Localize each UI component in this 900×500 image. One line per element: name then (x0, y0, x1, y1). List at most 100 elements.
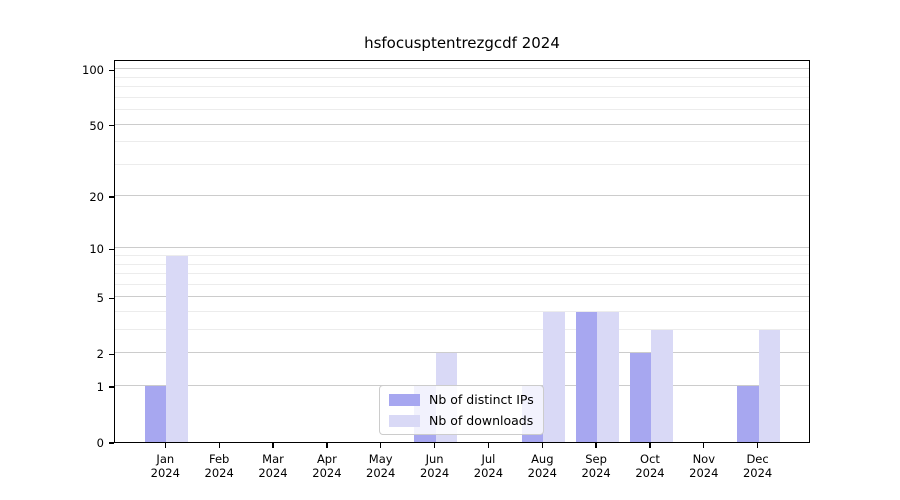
gridline-major (115, 123, 809, 125)
x-axis-tick-mark (595, 443, 597, 448)
gridline-minor (115, 96, 809, 98)
x-axis-tick-mark (703, 443, 705, 448)
bar-distinct-ips (144, 386, 167, 442)
y-axis-tick-label: 10 (89, 242, 104, 257)
x-axis-tick-label: Nov 2024 (664, 452, 744, 480)
y-axis-tick-mark (109, 353, 114, 355)
plot-area: Nb of distinct IPs Nb of downloads (114, 60, 810, 443)
x-axis-tick-mark (649, 443, 651, 448)
month-label: Dec (746, 452, 769, 466)
bar-downloads (543, 312, 565, 442)
legend-item: Nb of distinct IPs (389, 392, 534, 407)
x-axis-tick-label: Jun 2024 (395, 452, 475, 480)
year-label: 2024 (635, 465, 665, 480)
y-axis-tick-mark (109, 386, 114, 388)
y-axis-tick-mark (109, 442, 114, 444)
y-axis-tick-label: 1 (96, 380, 104, 394)
legend-label: Nb of distinct IPs (429, 392, 534, 407)
y-axis-tick-label: 2 (96, 347, 104, 362)
bar-downloads (758, 330, 781, 442)
x-axis-tick-mark (218, 443, 220, 448)
month-label: Jun (425, 452, 444, 466)
bar-distinct-ips (737, 386, 759, 442)
month-label: Mar (262, 452, 284, 466)
month-label: Nov (692, 452, 716, 466)
y-axis-tick-label: 50 (89, 118, 104, 133)
x-axis-tick-mark (541, 443, 543, 448)
x-axis-tick-mark (756, 443, 759, 448)
bar-downloads (597, 312, 619, 442)
x-axis-tick-label: Apr 2024 (287, 452, 367, 480)
year-label: 2024 (742, 465, 773, 480)
x-axis-tick-mark (326, 443, 328, 448)
gridline-minor (115, 283, 809, 285)
y-axis-tick-mark (109, 248, 114, 250)
year-label: 2024 (366, 465, 396, 480)
x-axis-tick-label: Dec 2024 (718, 452, 798, 480)
year-label: 2024 (527, 465, 557, 480)
year-label: 2024 (419, 465, 450, 480)
legend: Nb of distinct IPs Nb of downloads (379, 385, 544, 435)
gridline-major (115, 296, 809, 298)
gridline-minor (115, 163, 809, 165)
gridline-major (115, 247, 809, 249)
gridline-major (115, 352, 809, 354)
legend-swatch-downloads (389, 414, 420, 427)
gridline-minor (115, 141, 809, 143)
y-axis-tick-label: 5 (96, 291, 104, 306)
x-axis-tick-mark (164, 443, 166, 448)
x-axis-tick-label: Sep 2024 (556, 452, 636, 480)
year-label: 2024 (473, 465, 504, 480)
year-label: 2024 (581, 465, 611, 480)
year-label: 2024 (312, 465, 342, 480)
y-axis-tick-label: 20 (89, 190, 104, 205)
x-axis-tick-label: Feb 2024 (179, 452, 259, 480)
bar-distinct-ips (575, 312, 598, 442)
month-label: Oct (640, 452, 660, 466)
x-axis-tick-label: May 2024 (341, 452, 421, 480)
x-axis-tick-mark (272, 443, 274, 448)
y-axis-tick-mark (109, 69, 114, 71)
month-label: Apr (316, 452, 337, 466)
x-axis-tick-label: Mar 2024 (233, 452, 313, 480)
gridline-minor (115, 255, 809, 256)
year-label: 2024 (150, 465, 180, 480)
x-axis-tick-mark (487, 443, 490, 448)
gridline-minor (115, 263, 809, 265)
gridline-minor (115, 329, 809, 330)
y-axis-tick-mark (109, 196, 114, 198)
gridline-minor (115, 86, 809, 88)
y-axis-tick-label: 100 (82, 63, 104, 78)
x-axis-tick-label: Jan 2024 (125, 452, 205, 480)
gridline-minor (115, 311, 809, 312)
legend-item: Nb of downloads (389, 413, 534, 428)
bar-downloads (166, 256, 188, 442)
month-label: Jan (156, 452, 175, 466)
gridline-major (115, 68, 809, 70)
chart-title: hsfocusptentrezgcdf 2024 (364, 34, 560, 52)
gridline-minor (115, 76, 809, 78)
legend-swatch-distinct-ips (389, 393, 420, 406)
x-axis-tick-label: Aug 2024 (502, 452, 582, 480)
y-axis-tick-label: 0 (96, 436, 104, 450)
bar-downloads (651, 330, 673, 442)
x-axis-tick-label: Oct 2024 (610, 452, 690, 480)
year-label: 2024 (258, 465, 288, 480)
year-label: 2024 (204, 465, 234, 480)
legend-label: Nb of downloads (429, 413, 534, 428)
month-label: Jul (481, 452, 496, 466)
gridline-minor (115, 273, 809, 275)
gridline-minor (115, 109, 809, 110)
x-axis-tick-mark (433, 443, 436, 448)
y-axis-tick-mark (109, 297, 114, 299)
x-axis-tick-label: Jul 2024 (448, 452, 528, 480)
bar-distinct-ips (629, 353, 651, 442)
y-axis-tick-mark (109, 124, 114, 127)
month-label: Aug (531, 452, 554, 466)
x-axis-tick-mark (380, 443, 382, 448)
year-label: 2024 (689, 465, 719, 480)
month-label: May (368, 452, 393, 466)
gridline-major (115, 195, 809, 197)
month-label: Sep (585, 452, 607, 466)
